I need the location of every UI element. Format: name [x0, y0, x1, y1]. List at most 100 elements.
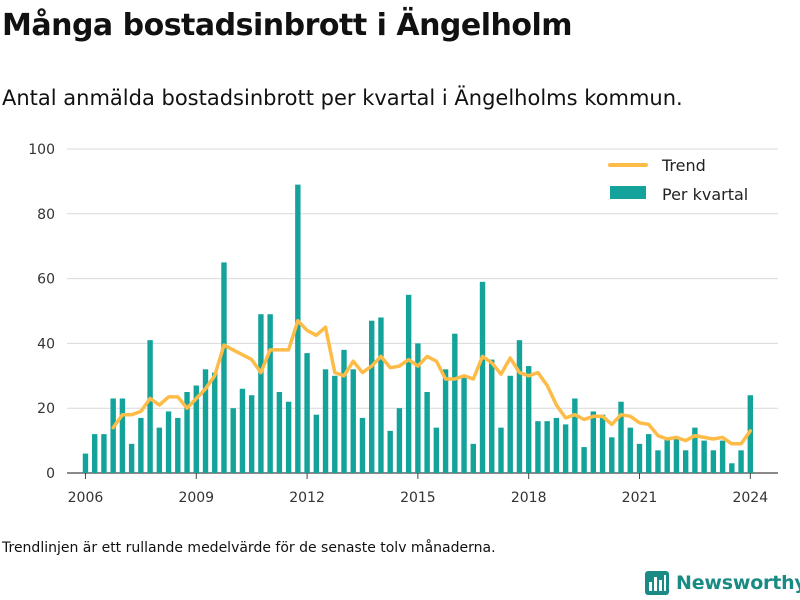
bar	[101, 434, 107, 473]
brand-name: Newsworthy	[676, 572, 800, 594]
bar	[664, 437, 670, 473]
bar	[470, 443, 476, 473]
bar	[119, 398, 126, 473]
y-tick-label: 20	[37, 401, 55, 417]
trend-series	[111, 318, 753, 446]
bar	[212, 372, 218, 473]
x-tick-label: 2021	[622, 490, 658, 506]
bar	[396, 408, 403, 473]
y-tick-label: 60	[37, 272, 55, 288]
bar	[92, 434, 98, 473]
bar	[516, 340, 523, 473]
bar	[184, 392, 190, 473]
bar	[193, 385, 199, 473]
bar	[461, 375, 467, 473]
bar	[544, 421, 550, 473]
x-axis: 2006 2009 2012 2015 2018 2021 2024	[68, 473, 768, 506]
bar	[581, 447, 587, 473]
bar-series	[82, 184, 753, 473]
bar	[267, 314, 273, 473]
bar	[304, 353, 310, 473]
bar	[322, 369, 329, 473]
bar	[719, 440, 726, 473]
bar	[239, 388, 246, 473]
bar	[405, 294, 412, 473]
bar	[682, 450, 689, 473]
bar	[535, 421, 541, 473]
y-tick-label: 100	[28, 142, 55, 158]
bar	[636, 443, 643, 473]
bar	[655, 450, 661, 473]
bar	[479, 281, 486, 473]
x-tick-label: 2006	[68, 490, 104, 506]
legend: Trend Per kvartal	[608, 156, 748, 204]
legend-bars-label: Per kvartal	[662, 185, 748, 204]
bar	[258, 314, 264, 473]
bar	[692, 427, 698, 473]
bar	[738, 450, 744, 473]
bar	[369, 320, 375, 473]
bar	[415, 343, 421, 473]
bar	[424, 392, 430, 473]
y-tick-label: 80	[37, 207, 55, 223]
bar	[350, 369, 356, 473]
bar	[701, 440, 707, 473]
trend-line	[111, 318, 753, 446]
bar	[433, 427, 440, 473]
bar	[138, 417, 144, 473]
bar	[747, 395, 753, 473]
x-tick-label: 2024	[732, 490, 768, 506]
bar	[359, 417, 366, 473]
bar	[572, 398, 578, 473]
bar	[618, 401, 624, 473]
grid-layer: 0 20 40 60 80 100	[28, 142, 778, 482]
legend-trend-label: Trend	[661, 156, 706, 175]
x-tick-label: 2018	[511, 490, 547, 506]
legend-bars-swatch	[610, 186, 646, 199]
bar	[147, 340, 153, 473]
bar	[175, 417, 181, 473]
bar	[202, 369, 209, 473]
bar	[82, 453, 89, 473]
y-tick-label: 0	[46, 466, 55, 482]
bar	[276, 392, 283, 473]
bar	[489, 359, 495, 473]
bar	[110, 398, 116, 473]
bar	[609, 437, 615, 473]
bar	[646, 434, 652, 473]
bar	[248, 395, 255, 473]
bar	[729, 463, 735, 473]
bar	[156, 427, 163, 473]
bar	[452, 333, 458, 473]
bar	[673, 437, 680, 473]
bar	[378, 317, 384, 473]
bar	[128, 443, 135, 473]
bar	[313, 414, 320, 473]
bar	[442, 369, 449, 473]
x-tick-label: 2009	[178, 490, 214, 506]
x-tick-label: 2015	[400, 490, 436, 506]
bar	[387, 430, 393, 473]
bar	[285, 401, 292, 473]
bar	[710, 450, 717, 473]
chart-title: Många bostadsinbrott i Ängelholm	[2, 8, 573, 43]
bar	[341, 349, 347, 473]
y-tick-label: 40	[37, 336, 55, 352]
bar	[507, 375, 513, 473]
bar	[562, 424, 569, 473]
bar	[599, 414, 606, 473]
bar	[295, 184, 301, 473]
bar	[221, 262, 227, 473]
chart: 0 20 40 60 80 100 2006 2009 2012 2015 2018 2021 202…	[28, 142, 778, 506]
newsworthy-logo-icon	[645, 571, 669, 595]
bar	[165, 411, 172, 473]
x-tick-label: 2012	[289, 490, 325, 506]
bar	[498, 427, 504, 473]
footnote: Trendlinjen är ett rullande medelvärde f…	[2, 540, 496, 556]
chart-subtitle: Antal anmälda bostadsinbrott per kvartal…	[2, 86, 683, 110]
bar	[332, 375, 338, 473]
bar	[590, 411, 597, 473]
bar	[627, 427, 633, 473]
bar	[230, 408, 236, 473]
brand-logo: Newsworthy	[644, 568, 800, 598]
